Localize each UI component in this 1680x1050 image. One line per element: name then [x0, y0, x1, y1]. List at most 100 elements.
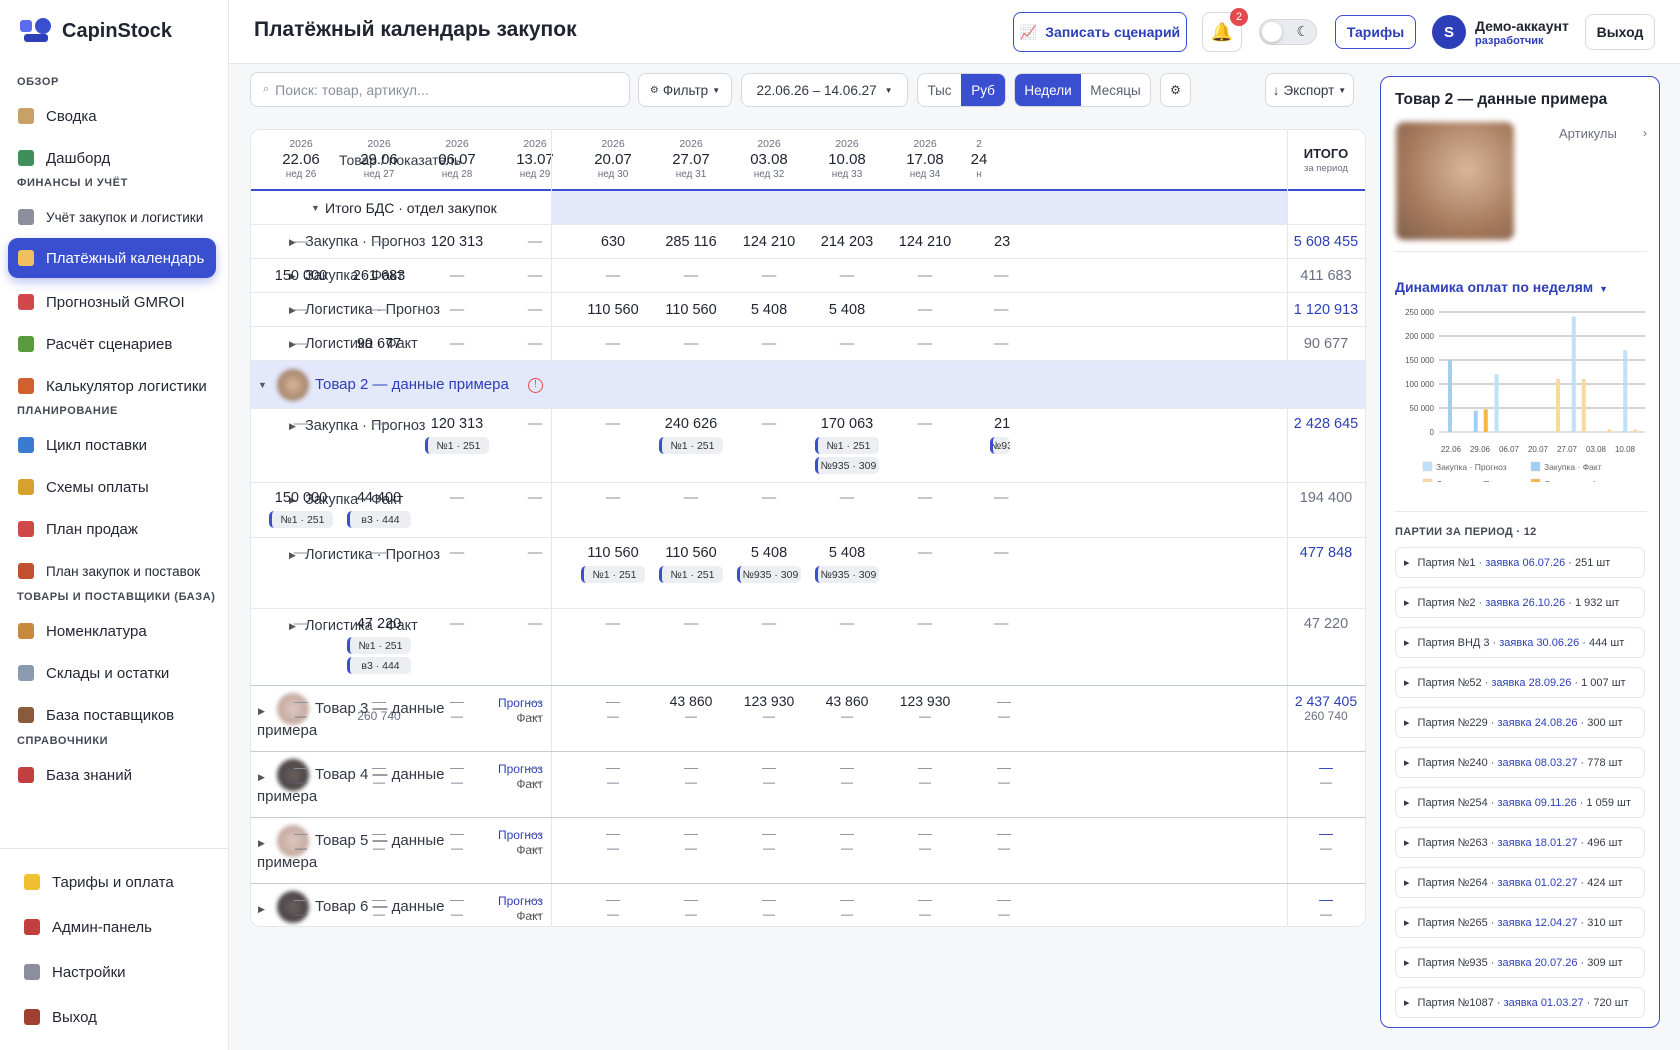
- forecast-cell[interactable]: —: [372, 693, 386, 709]
- fact-cell[interactable]: —: [373, 907, 385, 921]
- sidebar-item-0[interactable]: Сводка: [8, 96, 216, 136]
- batch-tag[interactable]: №1 · 251: [425, 437, 489, 454]
- articles-link[interactable]: Артикулы: [1559, 126, 1617, 141]
- chart-bar[interactable]: [1633, 429, 1638, 432]
- fact-cell[interactable]: —: [841, 709, 853, 723]
- table-cell[interactable]: —: [371, 545, 387, 561]
- party-item[interactable]: ▸ Партия №264 · заявка 01.02.27 · 424 шт: [1395, 867, 1645, 898]
- table-cell[interactable]: 47 220: [356, 616, 402, 632]
- product-name[interactable]: Товар 6 — данные: [315, 898, 445, 915]
- chart-bar[interactable]: [1607, 429, 1612, 432]
- table-cell[interactable]: —: [527, 545, 543, 561]
- table-cell[interactable]: —: [917, 268, 933, 284]
- table-cell[interactable]: 150 000: [274, 268, 328, 284]
- table-cell[interactable]: —: [761, 416, 777, 432]
- forecast-cell[interactable]: —: [528, 891, 542, 907]
- table-cell[interactable]: 110 560: [587, 545, 639, 561]
- fact-cell[interactable]: —: [451, 775, 463, 789]
- logout-button[interactable]: Выход: [1585, 14, 1655, 50]
- batch-tag[interactable]: №1 · 251: [815, 437, 879, 454]
- fact-cell[interactable]: —: [919, 709, 931, 723]
- table-cell[interactable]: 5 408: [828, 302, 866, 318]
- chart-bar[interactable]: [1623, 350, 1628, 432]
- table-cell[interactable]: —: [371, 302, 387, 318]
- batch-tag[interactable]: №1 · 251: [347, 637, 411, 654]
- units-rubles[interactable]: Руб: [961, 74, 1005, 106]
- sidebar-item-4[interactable]: Прогнозный GMROI: [8, 282, 216, 322]
- warning-icon[interactable]: !: [528, 378, 543, 393]
- forecast-cell[interactable]: —: [606, 759, 620, 775]
- fact-cell[interactable]: —: [763, 775, 775, 789]
- forecast-cell[interactable]: —: [372, 825, 386, 841]
- forecast-cell[interactable]: 123 930: [899, 693, 951, 709]
- caret-right-icon[interactable]: ▶: [289, 237, 296, 247]
- table-cell[interactable]: —: [761, 490, 777, 506]
- table-cell[interactable]: —: [527, 234, 543, 250]
- chart-bar[interactable]: [1494, 374, 1499, 432]
- fact-cell[interactable]: —: [295, 907, 307, 921]
- caret-right-icon[interactable]: ▶: [289, 421, 296, 431]
- fact-cell[interactable]: —: [998, 907, 1010, 921]
- party-item[interactable]: ▸ Партия ВНД 3 · заявка 30.06.26 · 444 шт: [1395, 627, 1645, 658]
- date-range-select[interactable]: 22.06.26 – 14.06.27 ▼: [741, 73, 908, 107]
- batch-tag[interactable]: №1 · 251: [659, 437, 723, 454]
- table-cell[interactable]: —: [994, 545, 1009, 561]
- batch-tag[interactable]: в3 · 444: [347, 511, 411, 528]
- table-cell[interactable]: 23: [994, 234, 1011, 250]
- table-cell[interactable]: 110 560: [665, 545, 717, 561]
- table-cell[interactable]: —: [917, 302, 933, 318]
- table-cell[interactable]: —: [917, 416, 933, 432]
- tariffs-button[interactable]: Тарифы: [1335, 15, 1416, 49]
- caret-right-icon[interactable]: ▶: [289, 621, 296, 631]
- sidebar-item-12[interactable]: Склады и остатки: [8, 653, 216, 693]
- table-cell[interactable]: 90 677: [356, 336, 402, 352]
- table-cell[interactable]: —: [761, 268, 777, 284]
- fact-cell[interactable]: —: [685, 709, 697, 723]
- table-cell[interactable]: 214 203: [820, 234, 874, 250]
- table-cell[interactable]: —: [605, 336, 621, 352]
- chevron-right-icon[interactable]: ›: [1643, 126, 1647, 140]
- table-cell[interactable]: —: [839, 268, 855, 284]
- table-total-cell[interactable]: 2 437 405: [1294, 693, 1358, 709]
- party-item[interactable]: ▸ Партия №935 · заявка 20.07.26 · 309 шт: [1395, 947, 1645, 978]
- forecast-cell[interactable]: —: [997, 759, 1011, 775]
- table-cell[interactable]: —: [527, 490, 543, 506]
- forecast-cell[interactable]: —: [450, 759, 464, 775]
- table-row[interactable]: ▶ Логистика · Прогноз — — — —110 560 110 560 5 …: [251, 538, 1365, 609]
- forecast-cell[interactable]: 43 860: [825, 693, 869, 709]
- filter-button[interactable]: ⚙ Фильтр ▼: [638, 73, 732, 107]
- settings-button[interactable]: ⚙: [1160, 73, 1191, 107]
- fact-cell[interactable]: —: [763, 709, 775, 723]
- chart-bar[interactable]: [1571, 316, 1576, 432]
- party-item[interactable]: ▸ Партия №254 · заявка 09.11.26 · 1 059 шт: [1395, 787, 1645, 818]
- forecast-cell[interactable]: —: [606, 693, 620, 709]
- table-cell[interactable]: 5 408: [750, 545, 788, 561]
- fact-cell[interactable]: —: [529, 907, 541, 921]
- table-cell[interactable]: 124 210: [898, 234, 952, 250]
- fact-cell[interactable]: —: [451, 709, 463, 723]
- forecast-cell[interactable]: —: [918, 759, 932, 775]
- table-cell[interactable]: —: [527, 336, 543, 352]
- table-cell[interactable]: 630: [600, 234, 626, 250]
- table-cell[interactable]: —: [761, 616, 777, 632]
- sidebar-footer-0[interactable]: Тарифы и оплата: [14, 862, 222, 902]
- table-cell[interactable]: —: [527, 416, 543, 432]
- table-total-fact[interactable]: —: [1320, 907, 1332, 921]
- fact-cell[interactable]: —: [295, 775, 307, 789]
- sidebar-item-7[interactable]: Цикл поставки: [8, 425, 216, 465]
- sidebar-item-9[interactable]: План продаж: [8, 509, 216, 549]
- table-cell[interactable]: 150 000: [274, 490, 328, 506]
- avatar[interactable]: S: [1432, 15, 1466, 49]
- sidebar-item-8[interactable]: Схемы оплаты: [8, 467, 216, 507]
- forecast-cell[interactable]: —: [294, 759, 308, 775]
- forecast-cell[interactable]: —: [528, 759, 542, 775]
- forecast-cell[interactable]: —: [762, 891, 776, 907]
- table-cell[interactable]: —: [994, 302, 1009, 318]
- forecast-cell[interactable]: —: [294, 891, 308, 907]
- forecast-cell[interactable]: —: [997, 825, 1011, 841]
- dynamics-title[interactable]: Динамика оплат по неделям ▼: [1395, 279, 1609, 295]
- party-item[interactable]: ▸ Партия №1 · заявка 06.07.26 · 251 шт: [1395, 547, 1645, 578]
- table-cell[interactable]: —: [917, 490, 933, 506]
- fact-cell[interactable]: —: [919, 775, 931, 789]
- batch-tag[interactable]: №935 · 309: [815, 457, 879, 474]
